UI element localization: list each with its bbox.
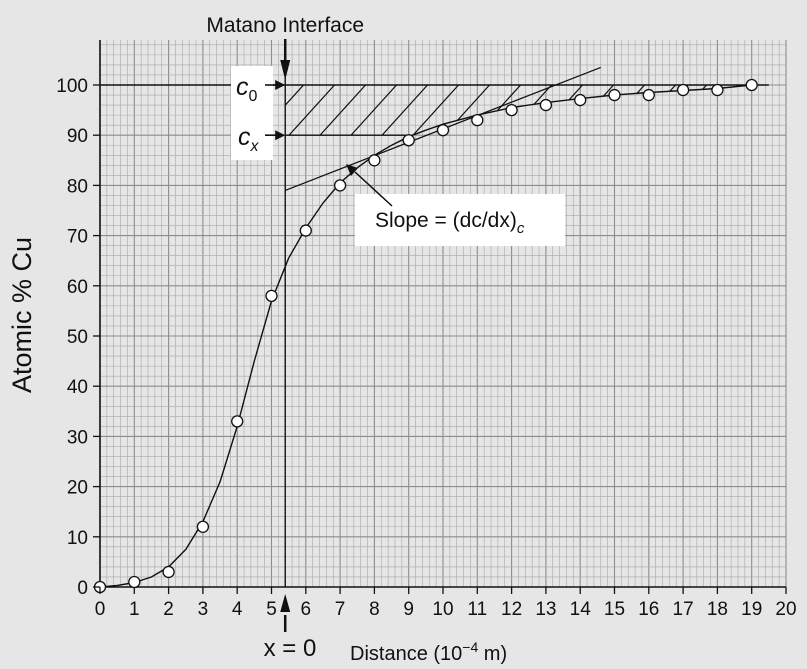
x-tick-label: 15 — [604, 599, 625, 620]
data-point — [745, 78, 758, 92]
y-tick-label: 10 — [67, 528, 88, 549]
hatch-line — [348, 85, 410, 136]
data-point — [574, 93, 587, 107]
axis-titles: Distance (10−4 m) Atomic % Cu — [7, 237, 507, 665]
data-point — [299, 224, 312, 237]
cx-label: cx — [238, 123, 260, 155]
data-point — [162, 565, 175, 579]
x0-arrow-head — [280, 594, 291, 612]
x-tick-label: 1 — [129, 599, 140, 620]
x-tick-label: 11 — [467, 599, 487, 620]
data-point — [265, 289, 278, 302]
y-tick-label: 30 — [67, 427, 88, 448]
x-zero-label: x = 0 — [264, 635, 317, 662]
c0-arrow-head — [275, 80, 286, 90]
hatch-line — [379, 85, 441, 136]
x-tick-label: 4 — [232, 599, 243, 620]
y-tick-label: 70 — [67, 227, 88, 248]
y-tick-label: 80 — [67, 176, 88, 197]
slope-label-box — [355, 194, 565, 246]
x-tick-label: 8 — [369, 599, 380, 620]
hatch-line — [627, 85, 689, 136]
hatch-line — [783, 71, 807, 137]
hatch-line — [596, 85, 658, 136]
matano-label: Matano Interface — [206, 14, 364, 37]
x-tick-label: 6 — [301, 599, 312, 620]
x-tick-label: 5 — [266, 599, 277, 620]
cx-arrow-head — [275, 130, 286, 141]
x-tick-label: 9 — [403, 599, 414, 620]
axis-ticks: 0 1 2 3 4 5 6 7 8 9 10 11 12 13 14 15 16 17 18 19 2001020304… — [56, 76, 796, 620]
hatch-line — [441, 85, 503, 136]
data-point — [368, 154, 381, 167]
y-tick-label: 0 — [77, 578, 88, 599]
data-point — [539, 98, 553, 112]
x-tick-label: 2 — [163, 599, 174, 620]
hatch-line — [472, 85, 534, 136]
slope-leader — [354, 171, 393, 207]
c0-label: c0 — [236, 73, 258, 105]
reference-lines — [100, 40, 769, 587]
y-tick-label: 20 — [67, 478, 88, 499]
data-point — [608, 88, 621, 102]
x-tick-label: 13 — [535, 599, 556, 620]
x-tick-label: 10 — [432, 599, 453, 620]
x-tick-label: 18 — [707, 599, 728, 620]
y-tick-label: 50 — [67, 327, 88, 348]
hatch-line — [658, 85, 720, 136]
hatch-line — [752, 71, 807, 137]
data-point — [642, 88, 655, 102]
x-tick-label: 3 — [198, 599, 209, 620]
annotations: Matano Interface c0 cx Slope = (dc/dx)c x = … — [206, 14, 565, 662]
x-tick-label: 20 — [775, 599, 796, 620]
data-point — [128, 575, 141, 589]
hatch-line — [410, 85, 472, 136]
y-tick-label: 100 — [56, 76, 88, 97]
y-tick-label: 60 — [67, 277, 88, 298]
hatch-line — [565, 85, 627, 136]
data-point — [196, 520, 210, 533]
x-tick-label: 17 — [673, 599, 694, 620]
data-point — [231, 415, 244, 428]
data-point — [402, 134, 415, 147]
x-tick-label: 12 — [501, 599, 522, 620]
slope-leader-head — [346, 164, 358, 176]
matano-arrow-head — [280, 60, 291, 80]
slope-label: Slope = (dc/dx)c — [375, 209, 525, 237]
data-point — [436, 124, 450, 137]
x-tick-label: 7 — [335, 599, 346, 620]
y-tick-label: 40 — [67, 377, 88, 398]
hatch-line — [285, 85, 317, 136]
grid — [99, 40, 787, 588]
y-axis-title: Atomic % Cu — [7, 237, 37, 393]
x-tick-label: 0 — [95, 599, 106, 620]
x-tick-label: 16 — [638, 599, 659, 620]
hatch-line — [689, 85, 751, 136]
hatch-line — [286, 85, 348, 136]
data-point — [505, 103, 518, 117]
y-tick-label: 90 — [67, 126, 88, 147]
x-tick-label: 19 — [741, 599, 762, 620]
data-points — [93, 78, 758, 594]
x-axis-title: Distance (10−4 m) — [350, 639, 507, 665]
c-label-box — [231, 66, 273, 160]
data-point — [711, 83, 724, 97]
data-point — [676, 83, 690, 97]
data-point — [333, 179, 347, 192]
hatch-line — [317, 85, 379, 136]
x-tick-label: 14 — [570, 599, 592, 620]
data-point — [471, 113, 484, 127]
